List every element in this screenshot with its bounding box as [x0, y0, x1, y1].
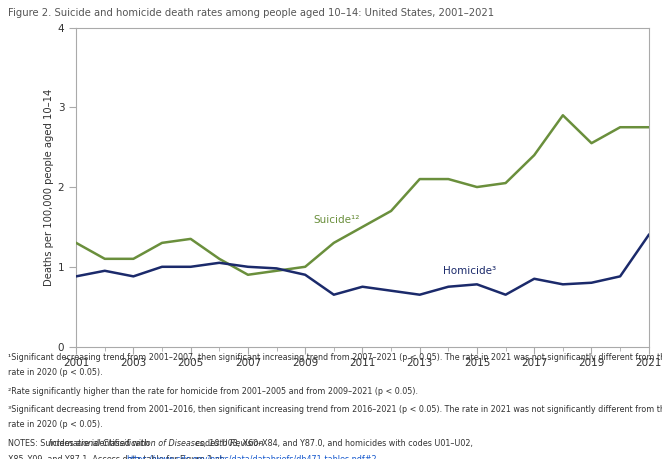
Text: https://www.cdc.gov/nchs/data/databriefs/db471-tables.pdf#2: https://www.cdc.gov/nchs/data/databriefs… — [126, 455, 377, 459]
Text: Figure 2. Suicide and homicide death rates among people aged 10–14: United State: Figure 2. Suicide and homicide death rat… — [8, 8, 494, 18]
Text: codes U03, X60–X84, and Y87.0, and homicides with codes U01–U02,: codes U03, X60–X84, and Y87.0, and homic… — [193, 439, 473, 448]
Text: X85–Y09, and Y87.1. Access data table for Figure 2 at:: X85–Y09, and Y87.1. Access data table fo… — [8, 455, 228, 459]
Text: .: . — [290, 455, 293, 459]
Text: ³Significant decreasing trend from 2001–2016, then significant increasing trend : ³Significant decreasing trend from 2001–… — [8, 405, 662, 414]
Text: International Classification of Diseases, 10th Revision: International Classification of Diseases… — [49, 439, 263, 448]
Text: NOTES: Suicides are identified with: NOTES: Suicides are identified with — [8, 439, 152, 448]
Text: rate in 2020 (p < 0.05).: rate in 2020 (p < 0.05). — [8, 420, 103, 429]
Text: ¹Significant decreasing trend from 2001–2007, then significant increasing trend : ¹Significant decreasing trend from 2001–… — [8, 353, 662, 363]
Y-axis label: Deaths per 100,000 people aged 10–14: Deaths per 100,000 people aged 10–14 — [44, 89, 54, 285]
Text: rate in 2020 (p < 0.05).: rate in 2020 (p < 0.05). — [8, 369, 103, 377]
Text: Suicide¹²: Suicide¹² — [314, 215, 360, 225]
Text: Homicide³: Homicide³ — [443, 266, 496, 276]
Text: ²Rate significantly higher than the rate for homicide from 2001–2005 and from 20: ²Rate significantly higher than the rate… — [8, 387, 418, 396]
